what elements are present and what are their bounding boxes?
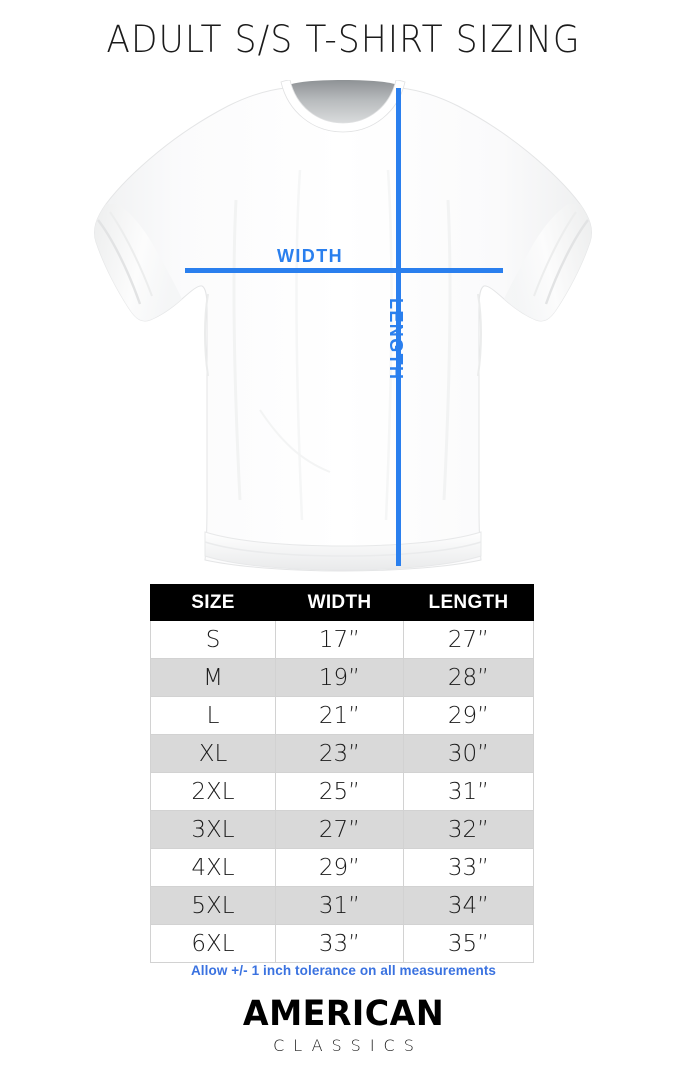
fold-1	[232, 199, 242, 501]
cell-size: M	[150, 658, 276, 697]
left-sleeve-hem	[97, 219, 142, 305]
table-row: XL 23” 30”	[150, 734, 534, 773]
fold-3	[384, 169, 393, 521]
shirt-body-shape	[93, 87, 593, 572]
tshirt-graphic	[93, 80, 593, 572]
hem-stitch	[204, 541, 482, 557]
table-row: 3XL 27” 32”	[150, 810, 534, 849]
cell-length: 33”	[403, 848, 534, 887]
width-measure-label: WIDTH	[277, 246, 343, 266]
collar-opening	[286, 80, 400, 125]
cell-size: 5XL	[150, 886, 276, 925]
table-row: M 19” 28”	[150, 658, 534, 697]
fold-2	[295, 169, 304, 521]
table-row: L 21” 29”	[150, 696, 534, 735]
fold-5	[259, 409, 331, 473]
size-chart-table: SIZE WIDTH LENGTH S 17” 27” M 19” 28” L …	[150, 584, 534, 963]
cell-size: S	[150, 620, 276, 659]
table-row: 5XL 31” 34”	[150, 886, 534, 925]
cell-size: L	[150, 696, 276, 735]
cell-width: 19”	[275, 658, 404, 697]
cell-length: 28”	[403, 658, 534, 697]
brand-logo-primary: AMERICAN	[242, 994, 445, 1034]
table-row: S 17” 27”	[150, 620, 534, 659]
right-sleeve-hem-inner	[533, 211, 577, 297]
table-row: 2XL 25” 31”	[150, 772, 534, 811]
collar-rib	[280, 80, 406, 133]
bottom-hem	[204, 531, 482, 571]
cell-width: 31”	[275, 886, 404, 925]
table-row: 6XL 33” 35”	[150, 924, 534, 963]
cell-width: 33”	[275, 924, 404, 963]
cell-size: 4XL	[150, 848, 276, 887]
length-measure-label: LENGTH	[386, 298, 406, 381]
left-armhole-seam	[204, 293, 209, 377]
table-body: S 17” 27” M 19” 28” L 21” 29” XL 23” 30”…	[150, 620, 534, 963]
cell-size: XL	[150, 734, 276, 773]
cell-length: 31”	[403, 772, 534, 811]
cell-size: 3XL	[150, 810, 276, 849]
width-measure-line	[185, 268, 503, 273]
cell-length: 30”	[403, 734, 534, 773]
table-header: SIZE WIDTH LENGTH	[150, 584, 534, 621]
brand-logo-secondary: CLASSICS	[273, 1035, 423, 1055]
cell-size: 6XL	[150, 924, 276, 963]
column-header-size: SIZE	[150, 584, 276, 621]
cell-length: 32”	[403, 810, 534, 849]
page-title: ADULT S/S T-SHIRT SIZING	[106, 18, 581, 61]
cell-width: 23”	[275, 734, 404, 773]
tshirt-illustration	[0, 80, 687, 575]
fold-4	[442, 199, 452, 501]
cell-width: 17”	[275, 620, 404, 659]
cell-length: 29”	[403, 696, 534, 735]
tolerance-note: Allow +/- 1 inch tolerance on all measur…	[190, 963, 497, 978]
left-sleeve-hem-inner	[109, 211, 153, 297]
right-sleeve-hem	[544, 219, 589, 305]
cell-width: 21”	[275, 696, 404, 735]
column-header-length: LENGTH	[403, 584, 534, 621]
cell-width: 25”	[275, 772, 404, 811]
cell-size: 2XL	[150, 772, 276, 811]
length-measure-line	[396, 88, 401, 566]
cell-length: 34”	[403, 886, 534, 925]
cell-length: 27”	[403, 620, 534, 659]
right-armhole-seam	[477, 293, 482, 377]
column-header-width: WIDTH	[275, 584, 404, 621]
cell-width: 29”	[275, 848, 404, 887]
cell-width: 27”	[275, 810, 404, 849]
brand-logo: AMERICAN CLASSICS	[0, 996, 687, 1055]
table-header-row: SIZE WIDTH LENGTH	[150, 584, 534, 621]
table-row: 4XL 29” 33”	[150, 848, 534, 887]
cell-length: 35”	[403, 924, 534, 963]
